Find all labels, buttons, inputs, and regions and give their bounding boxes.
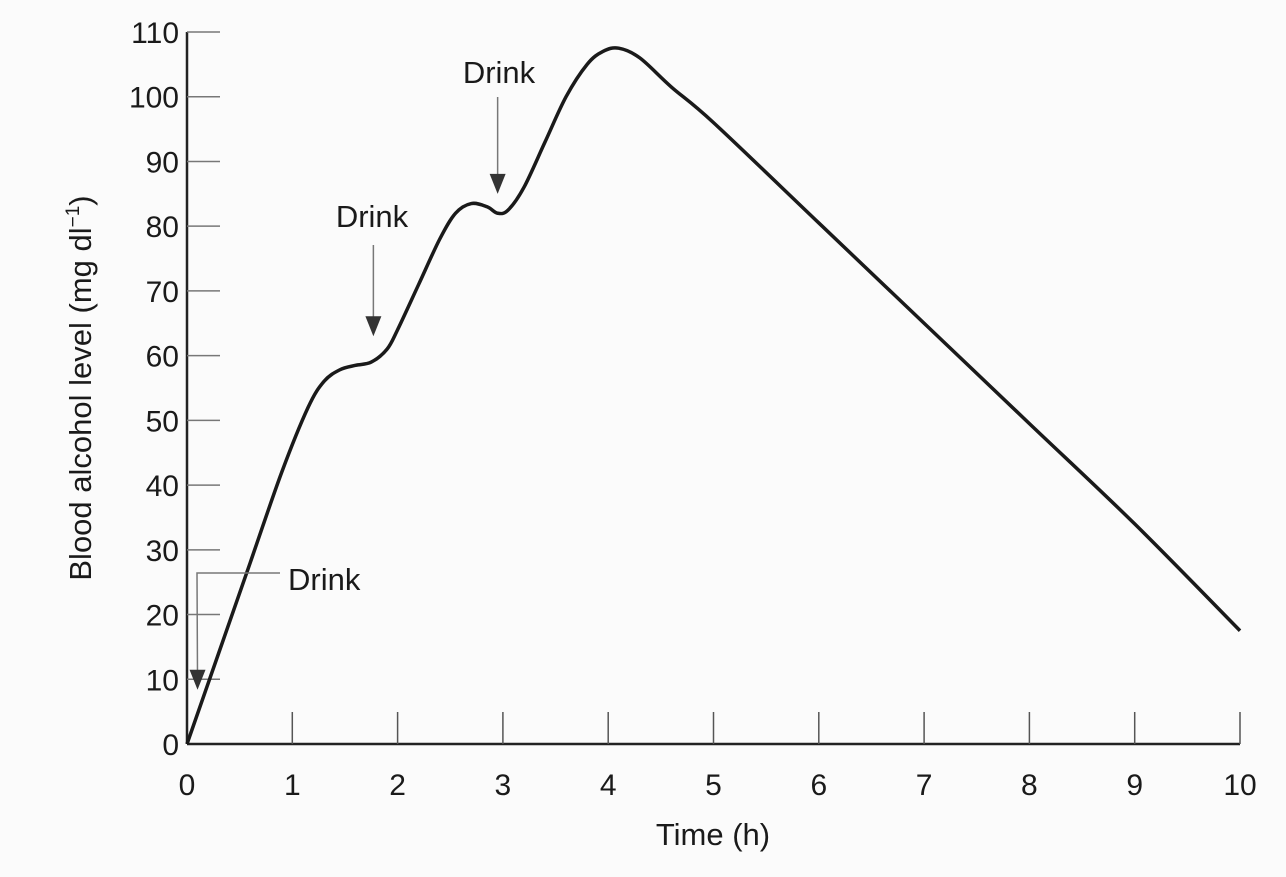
y-tick-label: 0 [162,729,179,762]
drink-annotation: Drink [189,562,361,690]
annotation-label: Drink [336,199,409,234]
x-tick-label: 3 [495,769,512,802]
arrow-line [196,572,280,684]
x-tick-label: 1 [284,769,301,802]
y-tick-label: 50 [146,405,179,438]
x-tick-label: 0 [179,769,196,802]
arrow-head [365,316,382,337]
arrow-head [189,669,206,690]
annotation-label: Drink [463,55,536,90]
drink-annotation: Drink [463,55,536,194]
x-tick-label: 2 [389,769,406,802]
x-tick-label: 5 [705,769,722,802]
x-axis-label: Time (h) [656,817,770,852]
y-tick-label: 80 [146,211,179,244]
y-tick-label: 40 [146,470,179,503]
y-tick-label: 20 [146,600,179,633]
x-tick-label: 6 [810,769,827,802]
x-tick-label: 10 [1223,769,1256,802]
y-tick-label: 100 [129,82,179,115]
drink-annotation: Drink [336,199,409,337]
y-tick-label: 90 [146,146,179,179]
x-tick-label: 8 [1021,769,1038,802]
y-tick-label: 60 [146,341,179,374]
x-tick-label: 9 [1126,769,1143,802]
y-tick-label: 10 [146,664,179,697]
arrow-head [489,173,506,194]
y-axis-label: Blood alcohol level (mg dl−1) [63,195,98,580]
y-tick-label: 30 [146,535,179,568]
x-tick-label: 4 [600,769,617,802]
series-line [185,46,1242,745]
x-tick-label: 7 [916,769,933,802]
y-tick-label: 110 [131,17,179,50]
y-tick-label: 70 [146,276,179,309]
annotation-label: Drink [288,562,361,597]
